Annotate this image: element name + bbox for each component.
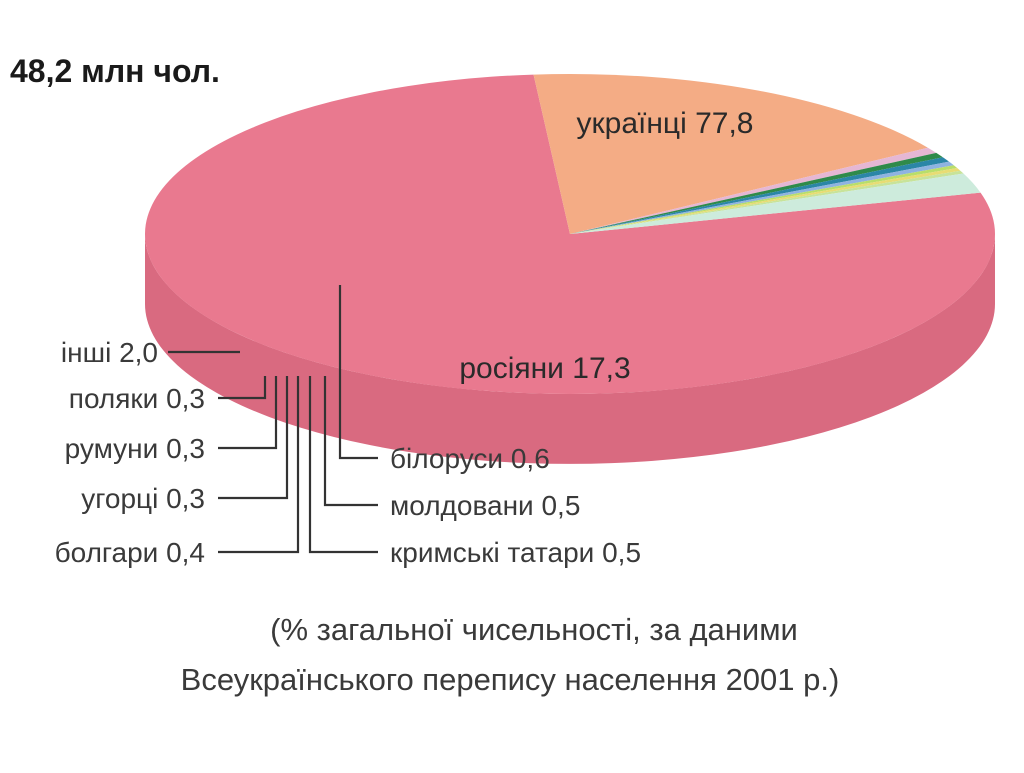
slice-9-label: інші 2,0 — [61, 337, 158, 368]
slice-1-top — [533, 74, 928, 234]
slice-7-leader-line — [218, 376, 278, 450]
caption-line-2: Всеукраїнського перепису населення 2001 … — [181, 662, 840, 697]
slice-0-top — [144, 74, 996, 394]
chart-title: 48,2 млн чол. — [10, 53, 220, 89]
slice-4-label: кримські татари 0,5 — [390, 537, 641, 568]
slice-labels: українці 77,8 росіяни 17,3 білоруси 0,6 мол… — [55, 107, 754, 568]
slice-2-leader-line — [338, 285, 378, 460]
slice-8-label: поляки 0,3 — [69, 383, 205, 414]
slice-6-leader-line — [218, 376, 289, 500]
slice-0-label: українці 77,8 — [577, 107, 754, 140]
slice-7-top — [570, 168, 961, 234]
slice-3-top — [570, 152, 943, 234]
slice-3-label: молдовани 0,5 — [390, 490, 580, 521]
slice-8-top — [570, 170, 964, 234]
slice-4-leader-line — [308, 376, 378, 554]
slice-3-leader-line — [323, 376, 378, 507]
slice-1-label: росіяни 17,3 — [459, 352, 630, 385]
pie-slices — [144, 74, 996, 394]
slice-7-label: румуни 0,3 — [65, 433, 205, 464]
caption-line-1: (% загальної чисельності, за даними — [270, 612, 798, 647]
slice-2-label: білоруси 0,6 — [390, 443, 550, 474]
slice-0-side — [145, 234, 995, 464]
slice-4-top — [570, 157, 950, 234]
leader-lines — [168, 285, 378, 554]
slice-5-leader-line — [218, 376, 300, 554]
slice-6-top — [570, 165, 958, 234]
slice-8-leader-line — [218, 376, 267, 400]
slice-9-top — [570, 173, 981, 234]
slice-5-label: болгари 0,4 — [55, 537, 205, 568]
slice-5-top — [570, 161, 954, 234]
slice-6-label: угорці 0,3 — [81, 483, 205, 514]
slice-2-top — [570, 147, 937, 234]
pie-sides — [145, 234, 995, 464]
